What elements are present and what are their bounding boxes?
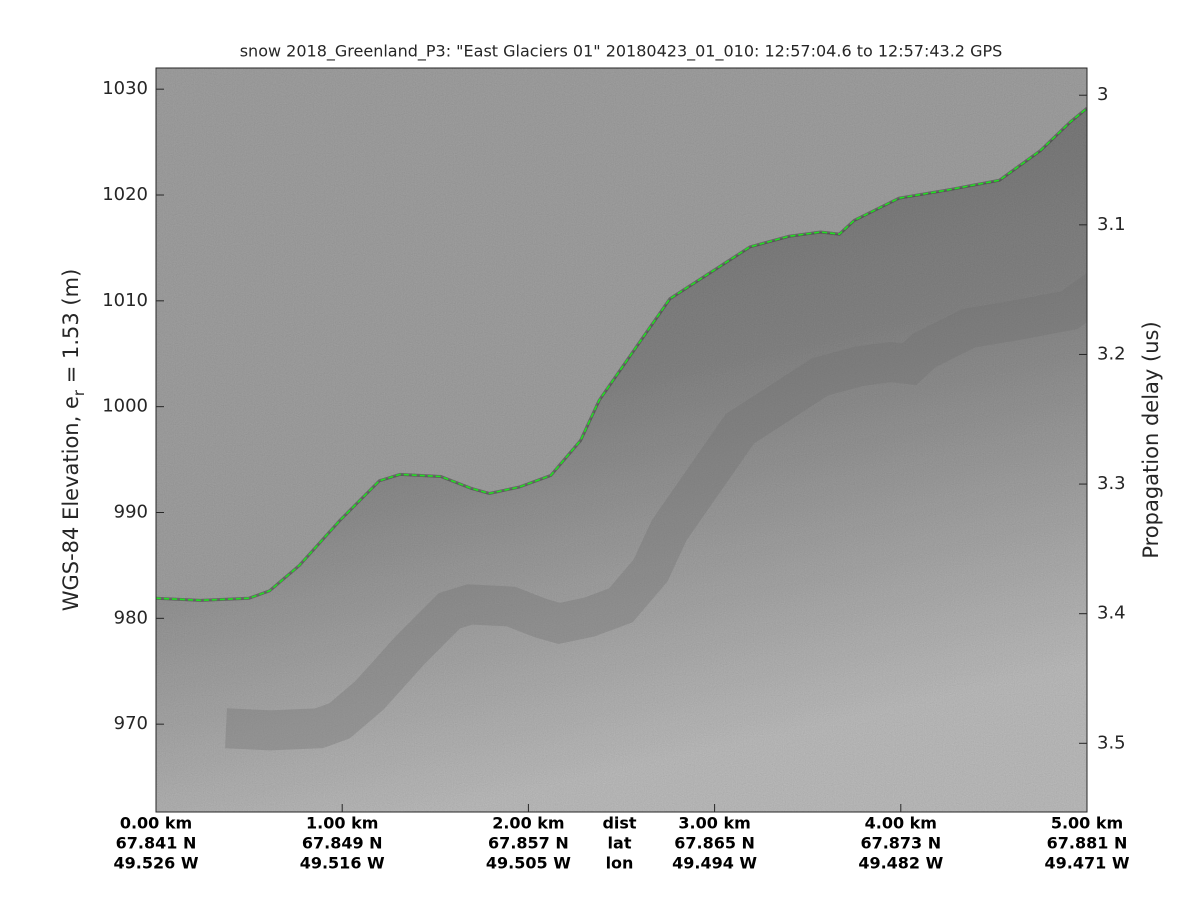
y-tick-label: 1000 bbox=[102, 396, 148, 417]
lat-label: 67.841 N bbox=[116, 834, 197, 853]
internal-layer bbox=[225, 272, 1087, 751]
lat-label: 67.881 N bbox=[1047, 834, 1128, 853]
surface-line bbox=[156, 107, 1087, 602]
y2-axis-label: Propagation delay (us) bbox=[1139, 321, 1163, 558]
x-tick-label: 2.00 km bbox=[492, 814, 564, 833]
x-tick-label: 1.00 km bbox=[306, 814, 378, 833]
row-name: lat bbox=[608, 834, 632, 853]
y2-tick-label: 3 bbox=[1097, 84, 1108, 105]
y2-tick-label: 3.1 bbox=[1097, 214, 1126, 235]
row-name: lon bbox=[606, 854, 634, 873]
lat-label: 67.857 N bbox=[488, 834, 569, 853]
lon-label: 49.505 W bbox=[486, 854, 571, 873]
y-tick-label: 990 bbox=[114, 501, 148, 522]
y-label-main: WGS-84 Elevation, e bbox=[59, 396, 83, 611]
row-name: dist bbox=[602, 814, 636, 833]
y2-tick-label: 3.5 bbox=[1097, 732, 1126, 753]
plot-area bbox=[156, 68, 1087, 812]
y-tick-label: 1030 bbox=[102, 78, 148, 99]
subsurface-shading bbox=[156, 108, 1087, 812]
y-tick-label: 980 bbox=[114, 607, 148, 628]
y2-tick-label: 3.4 bbox=[1097, 603, 1126, 624]
y-tick-label: 1020 bbox=[102, 184, 148, 205]
lon-label: 49.526 W bbox=[114, 854, 199, 873]
lon-label: 49.516 W bbox=[300, 854, 385, 873]
axes-frame bbox=[155, 67, 1088, 813]
x-tick-label: 3.00 km bbox=[678, 814, 750, 833]
lon-label: 49.494 W bbox=[672, 854, 757, 873]
y-tick-label: 970 bbox=[114, 713, 148, 734]
lat-label: 67.865 N bbox=[674, 834, 755, 853]
lon-label: 49.482 W bbox=[858, 854, 943, 873]
chart-title: snow 2018_Greenland_P3: "East Glaciers 0… bbox=[240, 42, 1003, 62]
x-tick-label: 5.00 km bbox=[1051, 814, 1123, 833]
lat-label: 67.873 N bbox=[860, 834, 941, 853]
x-tick-label: 4.00 km bbox=[865, 814, 937, 833]
y-tick-label: 1010 bbox=[102, 290, 148, 311]
y-label-sub: r bbox=[70, 389, 88, 396]
lat-label: 67.849 N bbox=[302, 834, 383, 853]
y2-tick-label: 3.2 bbox=[1097, 343, 1126, 364]
x-tick-label: 0.00 km bbox=[120, 814, 192, 833]
y-axis-label: WGS-84 Elevation, er = 1.53 (m) bbox=[59, 269, 88, 612]
y2-tick-label: 3.3 bbox=[1097, 473, 1126, 494]
lon-label: 49.471 W bbox=[1045, 854, 1130, 873]
y-label-rest: = 1.53 (m) bbox=[59, 269, 83, 390]
